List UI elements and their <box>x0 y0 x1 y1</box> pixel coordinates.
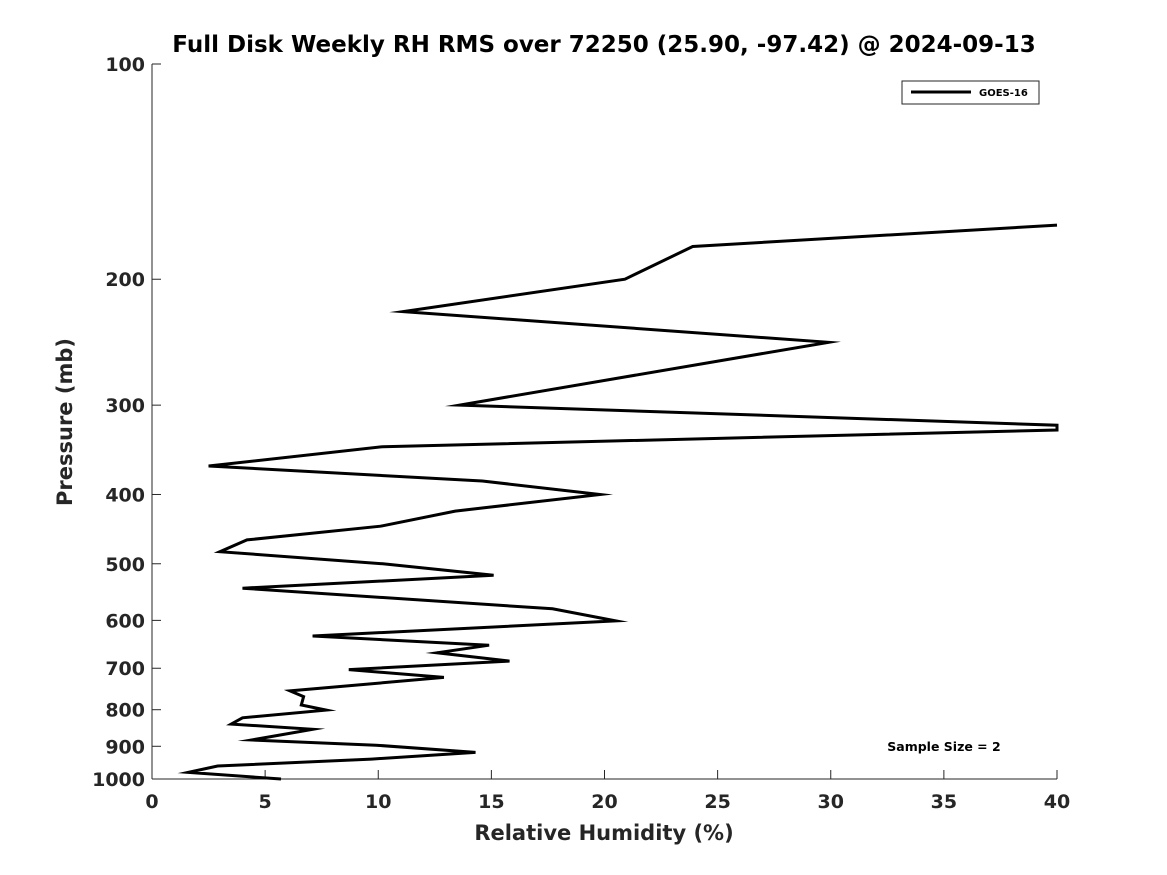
y-tick-label: 200 <box>105 269 145 291</box>
y-axis-label: Pressure (mb) <box>53 338 77 506</box>
y-tick-label: 1000 <box>92 769 145 791</box>
x-tick-label: 5 <box>259 791 272 813</box>
sample-size-annotation: Sample Size = 2 <box>887 739 1000 754</box>
x-tick-label: 30 <box>818 791 844 813</box>
y-tick-label: 100 <box>105 54 145 76</box>
legend: GOES-16 <box>901 80 1040 105</box>
series-line-goes-16 <box>177 223 1059 781</box>
y-tick-label: 800 <box>105 700 145 722</box>
x-tick-label: 40 <box>1044 791 1070 813</box>
y-tick-label: 500 <box>105 554 145 576</box>
y-tick-label: 300 <box>105 395 145 417</box>
x-tick-label: 10 <box>365 791 391 813</box>
x-tick-label: 0 <box>145 791 158 813</box>
legend-label-goes-16: GOES-16 <box>979 88 1028 99</box>
x-tick-label: 20 <box>591 791 617 813</box>
x-tick-label: 35 <box>931 791 957 813</box>
y-tick-label: 400 <box>105 484 145 506</box>
x-axis-label: Relative Humidity (%) <box>474 821 733 845</box>
series-layer <box>177 223 1059 781</box>
y-axis-ticks: 100 200 300 400 500 600 700 800 900 1000 <box>92 54 161 791</box>
x-tick-label: 25 <box>704 791 730 813</box>
y-tick-label: 600 <box>105 610 145 632</box>
chart-title: Full Disk Weekly RH RMS over 72250 (25.9… <box>172 32 1035 58</box>
y-tick-label: 900 <box>105 736 145 758</box>
x-axis-ticks: 0 5 10 15 20 25 30 35 40 <box>145 770 1070 813</box>
y-tick-label: 700 <box>105 658 145 680</box>
x-tick-label: 15 <box>478 791 504 813</box>
